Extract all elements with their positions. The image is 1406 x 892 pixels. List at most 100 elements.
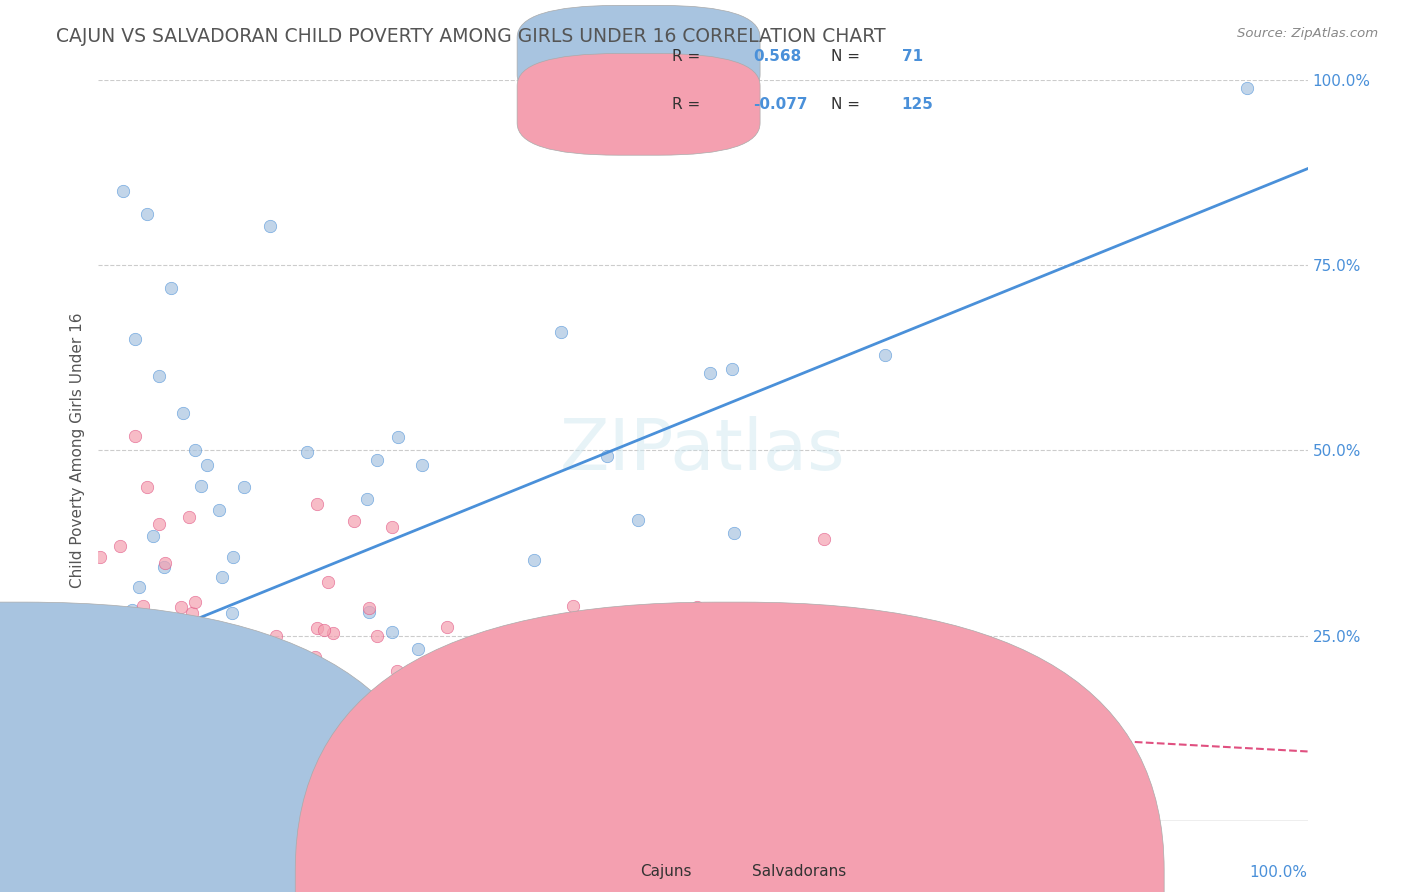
Point [111, 736, 134, 750]
Point [159, 665, 181, 680]
Point [544, 721, 567, 735]
Point [155, 556, 177, 570]
Point [222, 549, 245, 564]
Point [231, 691, 253, 706]
Point [596, 449, 619, 463]
Point [142, 529, 165, 543]
Point [132, 599, 155, 614]
Point [135, 206, 157, 220]
Point [432, 681, 454, 696]
Point [125, 814, 148, 828]
Point [110, 723, 132, 737]
Point [100, 729, 122, 743]
Text: N =: N = [831, 49, 865, 64]
Point [180, 606, 202, 620]
Text: 0.568: 0.568 [754, 49, 801, 64]
Point [148, 806, 170, 821]
Point [89, 549, 111, 564]
Point [381, 625, 404, 640]
Point [333, 766, 356, 780]
Point [290, 814, 312, 828]
Point [315, 715, 337, 730]
Point [253, 747, 276, 762]
Point [195, 814, 218, 828]
Point [170, 599, 193, 614]
Text: Cajuns: Cajuns [640, 863, 692, 879]
Point [114, 808, 136, 822]
Point [623, 787, 645, 801]
Point [148, 754, 170, 768]
Point [499, 762, 522, 776]
Point [173, 784, 195, 798]
Point [808, 607, 831, 622]
Point [572, 725, 595, 739]
Point [813, 532, 835, 546]
Point [111, 184, 134, 198]
Point [449, 652, 471, 666]
Point [239, 755, 262, 769]
Point [343, 692, 366, 706]
Point [108, 634, 131, 648]
Point [188, 747, 211, 762]
Point [142, 814, 165, 828]
Point [496, 767, 519, 781]
Point [160, 280, 183, 294]
Point [129, 668, 152, 682]
Point [408, 641, 430, 656]
Point [661, 661, 683, 675]
Point [433, 735, 456, 749]
Point [436, 620, 458, 634]
Point [179, 756, 201, 771]
Point [756, 663, 779, 677]
Point [105, 662, 128, 676]
Point [311, 663, 333, 677]
Point [721, 362, 744, 376]
Point [550, 325, 572, 339]
Point [274, 719, 297, 733]
Point [449, 651, 471, 665]
Point [90, 628, 112, 642]
Point [359, 601, 381, 615]
Text: 100.0%: 100.0% [1250, 865, 1308, 880]
Point [873, 348, 896, 362]
Point [523, 553, 546, 567]
Point [101, 661, 124, 675]
Point [163, 627, 186, 641]
Point [91, 634, 114, 648]
Point [305, 497, 328, 511]
Point [297, 445, 319, 459]
Text: N =: N = [831, 97, 865, 112]
Point [479, 814, 502, 828]
Point [125, 778, 148, 792]
Point [322, 626, 344, 640]
Point [108, 539, 131, 553]
FancyBboxPatch shape [517, 54, 761, 155]
Point [295, 673, 318, 687]
Point [259, 219, 281, 233]
Point [107, 626, 129, 640]
Point [104, 703, 127, 717]
Point [229, 675, 252, 690]
Point [172, 739, 194, 753]
Point [257, 727, 280, 741]
Point [163, 648, 186, 663]
Point [350, 777, 373, 791]
Text: Salvadorans: Salvadorans [752, 863, 846, 879]
Point [124, 332, 146, 346]
Point [120, 687, 142, 701]
Point [115, 766, 138, 780]
Point [699, 367, 721, 381]
Text: Source: ZipAtlas.com: Source: ZipAtlas.com [1237, 27, 1378, 40]
Point [146, 695, 169, 709]
Point [585, 717, 607, 731]
Point [250, 699, 273, 714]
Point [305, 695, 328, 709]
Point [96, 689, 118, 703]
Point [271, 640, 294, 655]
Point [108, 685, 131, 699]
Text: ZIPatlas: ZIPatlas [560, 416, 846, 485]
Point [131, 653, 153, 667]
Point [314, 623, 336, 637]
Point [562, 599, 585, 614]
Text: R =: R = [672, 97, 706, 112]
